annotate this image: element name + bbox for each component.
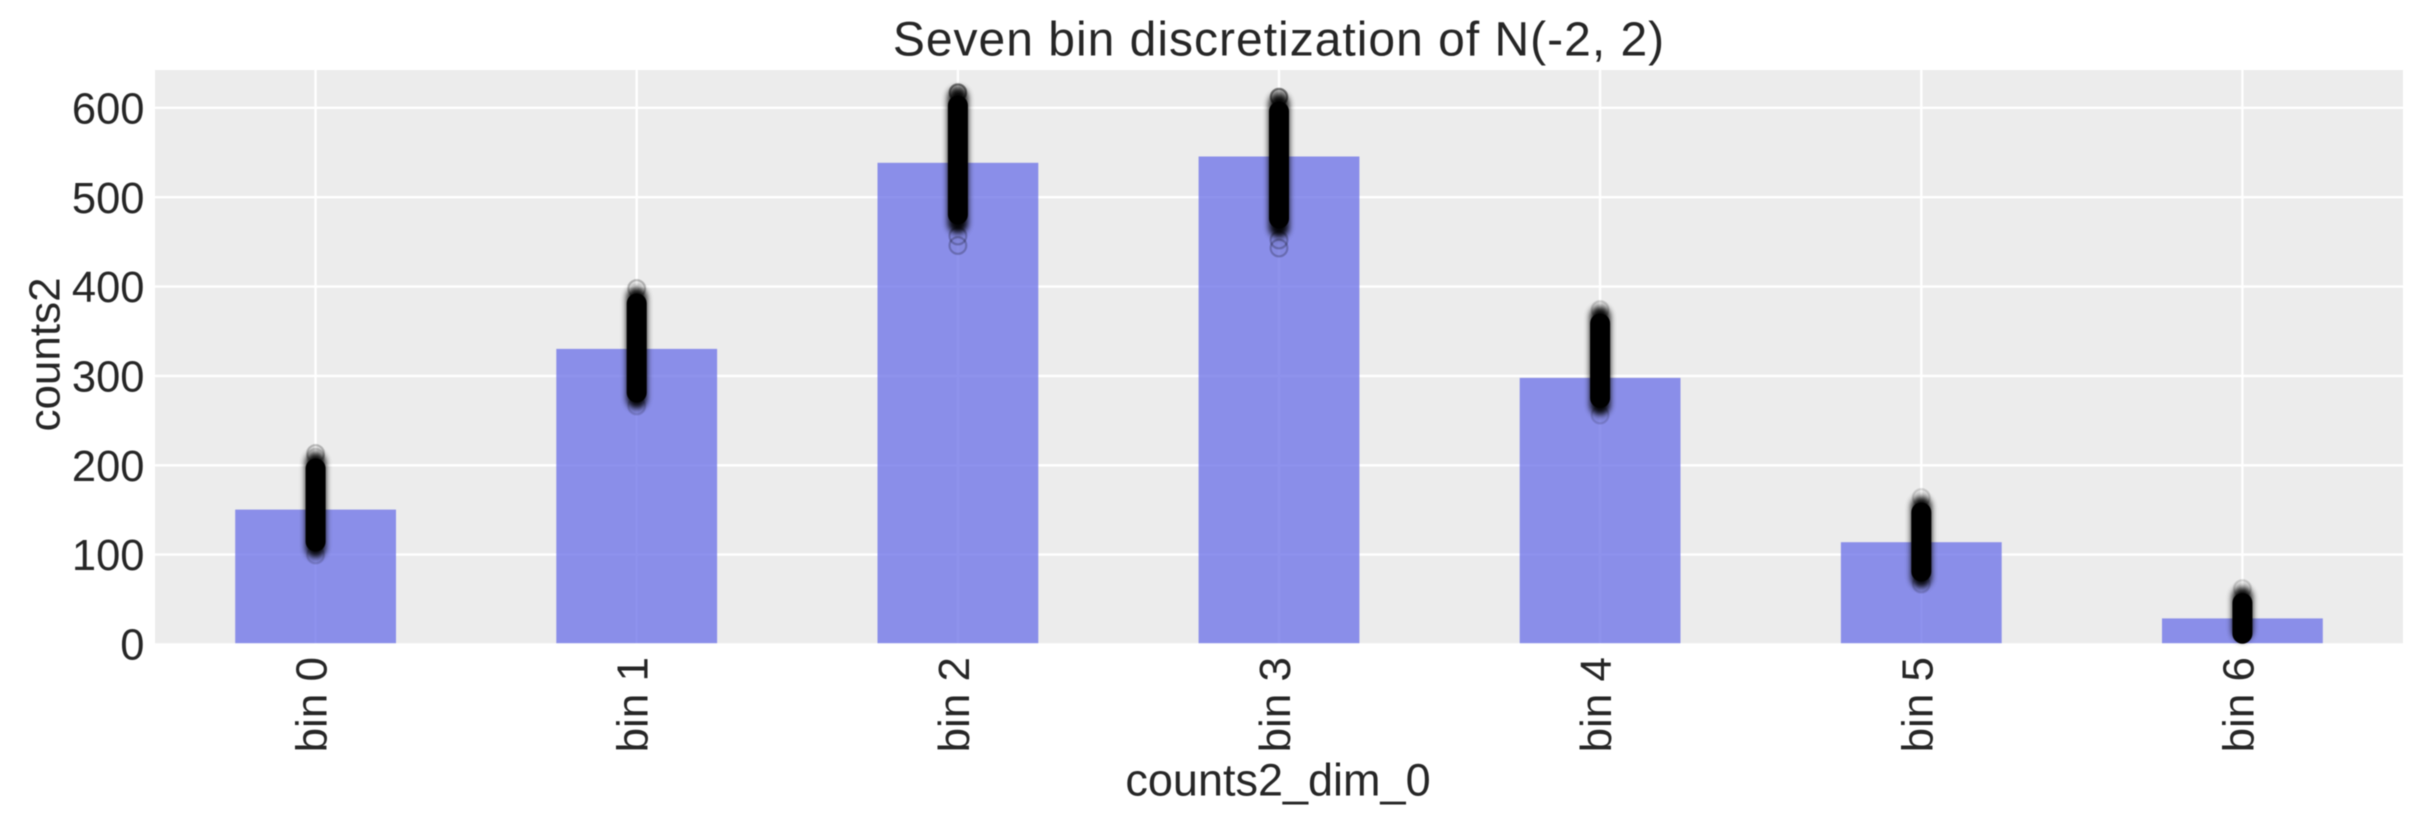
svg-text:600: 600	[72, 85, 145, 133]
svg-text:bin 4: bin 4	[1572, 657, 1621, 752]
svg-text:400: 400	[72, 264, 145, 312]
svg-text:100: 100	[72, 532, 145, 580]
svg-text:0: 0	[120, 622, 144, 670]
svg-text:bin 5: bin 5	[1893, 657, 1942, 752]
svg-text:500: 500	[72, 175, 145, 223]
svg-text:bin 2: bin 2	[930, 657, 979, 752]
svg-text:Seven bin discretization of N(: Seven bin discretization of N(-2, 2)	[893, 14, 1665, 67]
svg-text:counts2_dim_0: counts2_dim_0	[1125, 755, 1430, 806]
svg-text:bin 6: bin 6	[2214, 657, 2263, 752]
svg-text:bin 3: bin 3	[1251, 657, 1300, 752]
svg-text:300: 300	[72, 354, 145, 402]
svg-text:bin 1: bin 1	[609, 657, 658, 752]
svg-text:bin 0: bin 0	[288, 657, 337, 752]
svg-text:200: 200	[72, 443, 145, 491]
svg-text:counts2: counts2	[21, 277, 70, 431]
